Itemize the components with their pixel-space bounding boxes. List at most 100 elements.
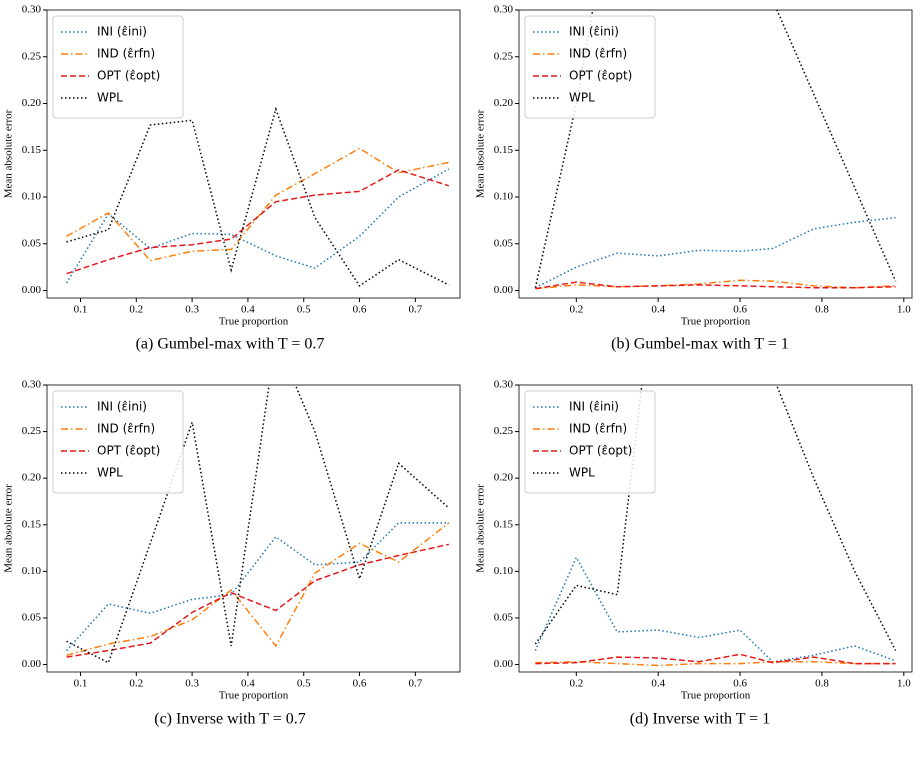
legend-label: OPT (ε̂opt): [97, 68, 160, 82]
y-tick-label: 0.15: [22, 518, 42, 530]
y-tick-label: 0.20: [22, 472, 42, 484]
y-tick-label: 0.00: [494, 284, 514, 296]
x-tick-label: 0.6: [353, 678, 367, 690]
y-tick-label: 0.25: [494, 50, 514, 62]
x-tick-label: 0.7: [408, 678, 422, 690]
series-line: [66, 543, 450, 658]
caption: (a) Gumbel-max with T = 0.7: [136, 336, 325, 353]
series-line: [535, 660, 896, 667]
panel: 0.00 0.05 0.10 0.15 0.20 0.25 0.30 0.2 0.4 0.6 0.8…: [475, 379, 913, 728]
x-tick-label: 0.1: [74, 304, 88, 316]
plot-area: [65, 106, 450, 287]
plot-area: [534, 385, 897, 667]
x-tick-label: 0.2: [129, 678, 143, 690]
y-tick-label: 0.25: [22, 50, 42, 62]
x-tick-label: 0.1: [74, 678, 88, 690]
legend-label: IND (ε̂rfn): [97, 421, 155, 435]
legend-label: INI (ε̂ini): [97, 24, 147, 38]
caption: (c) Inverse with T = 0.7: [154, 711, 306, 728]
x-tick-label: 0.4: [241, 678, 255, 690]
y-tick-label: 0.30: [22, 4, 42, 16]
x-tick-label: 0.8: [815, 678, 829, 690]
y-tick-label: 0.15: [494, 144, 514, 156]
y-tick-label: 0.05: [494, 237, 514, 249]
x-tick-label: 0.6: [733, 304, 747, 316]
series-line: [65, 522, 449, 652]
x-tick-label: 0.5: [297, 678, 311, 690]
series-line: [65, 168, 450, 284]
axes-frame: [518, 9, 913, 299]
plot-area: [534, 10, 897, 290]
y-tick-label: 0.00: [22, 284, 42, 296]
y-tick-label: 0.05: [494, 611, 514, 623]
x-tick-label: 0.2: [569, 304, 583, 316]
legend-label: INI (ε̂ini): [569, 24, 619, 38]
x-axis-label: True proportion: [219, 316, 289, 328]
y-tick-label: 0.10: [494, 565, 514, 577]
series-line: [66, 147, 449, 262]
panel: 0.00 0.05 0.10 0.15 0.20 0.25 0.30 0.2 0.4 0.6 0.8…: [475, 4, 913, 353]
y-tick-label: 0.20: [494, 97, 514, 109]
legend-label: WPL: [97, 91, 123, 105]
y-tick-label: 0.05: [22, 237, 42, 249]
y-tick-label: 0.15: [494, 518, 514, 530]
y-tick-label: 0.20: [494, 472, 514, 484]
y-tick-label: 0.30: [494, 4, 514, 16]
y-tick-label: 0.10: [22, 565, 42, 577]
axes-frame: [518, 384, 913, 673]
legend-label: OPT (ε̂opt): [569, 443, 632, 457]
x-tick-label: 0.6: [353, 304, 367, 316]
caption: (d) Inverse with T = 1: [630, 711, 770, 728]
y-tick-label: 0.30: [22, 379, 42, 391]
y-axis-label: Mean absolute error: [475, 109, 487, 198]
legend-label: OPT (ε̂opt): [97, 443, 160, 457]
x-tick-label: 0.5: [297, 304, 311, 316]
x-tick-label: 0.3: [185, 304, 199, 316]
x-tick-label: 0.8: [815, 304, 829, 316]
x-tick-label: 0.2: [129, 304, 143, 316]
legend-label: WPL: [569, 466, 595, 480]
legend-box: [524, 15, 656, 119]
legend-box: [52, 15, 184, 119]
x-tick-label: 0.4: [241, 304, 255, 316]
y-tick-label: 0.15: [22, 144, 42, 156]
x-tick-label: 1.0: [897, 304, 911, 316]
legend-label: WPL: [97, 466, 123, 480]
y-tick-label: 0.20: [22, 97, 42, 109]
legend-box: [524, 390, 656, 494]
y-axis-label: Mean absolute error: [475, 484, 487, 573]
y-axis-label: Mean absolute error: [3, 109, 15, 198]
series-line: [534, 555, 896, 663]
y-tick-label: 0.25: [22, 425, 42, 437]
y-tick-label: 0.00: [22, 658, 42, 670]
series-line: [535, 279, 896, 290]
y-tick-label: 0.10: [22, 191, 42, 203]
x-tick-label: 0.6: [733, 678, 747, 690]
legend-label: IND (ε̂rfn): [569, 46, 627, 60]
series-line: [535, 281, 896, 290]
y-tick-label: 0.25: [494, 425, 514, 437]
axes-frame: [46, 384, 461, 673]
y-axis-label: Mean absolute error: [3, 484, 15, 573]
y-tick-label: 0.10: [494, 191, 514, 203]
x-axis-label: True proportion: [681, 690, 751, 702]
legend-label: IND (ε̂rfn): [569, 421, 627, 435]
series-line: [66, 385, 450, 664]
y-tick-label: 0.05: [22, 611, 42, 623]
legend-label: INI (ε̂ini): [97, 399, 147, 413]
axes-frame: [46, 9, 461, 299]
caption: (b) Gumbel-max with T = 1: [611, 336, 789, 353]
legend-box: [52, 390, 184, 494]
series-line: [535, 653, 896, 665]
series-line: [66, 106, 450, 287]
x-tick-label: 1.0: [897, 678, 911, 690]
y-tick-label: 0.00: [494, 658, 514, 670]
x-axis-label: True proportion: [681, 316, 751, 328]
series-line: [535, 216, 896, 289]
legend-label: OPT (ε̂opt): [569, 68, 632, 82]
series-line: [534, 385, 897, 651]
panel: 0.00 0.05 0.10 0.15 0.20 0.25 0.30 0.1 0.2 0.3 0.4…: [3, 379, 461, 728]
x-axis-label: True proportion: [219, 690, 289, 702]
panel: 0.00 0.05 0.10 0.15 0.20 0.25 0.30 0.1 0.2 0.3 0.4…: [3, 4, 461, 353]
